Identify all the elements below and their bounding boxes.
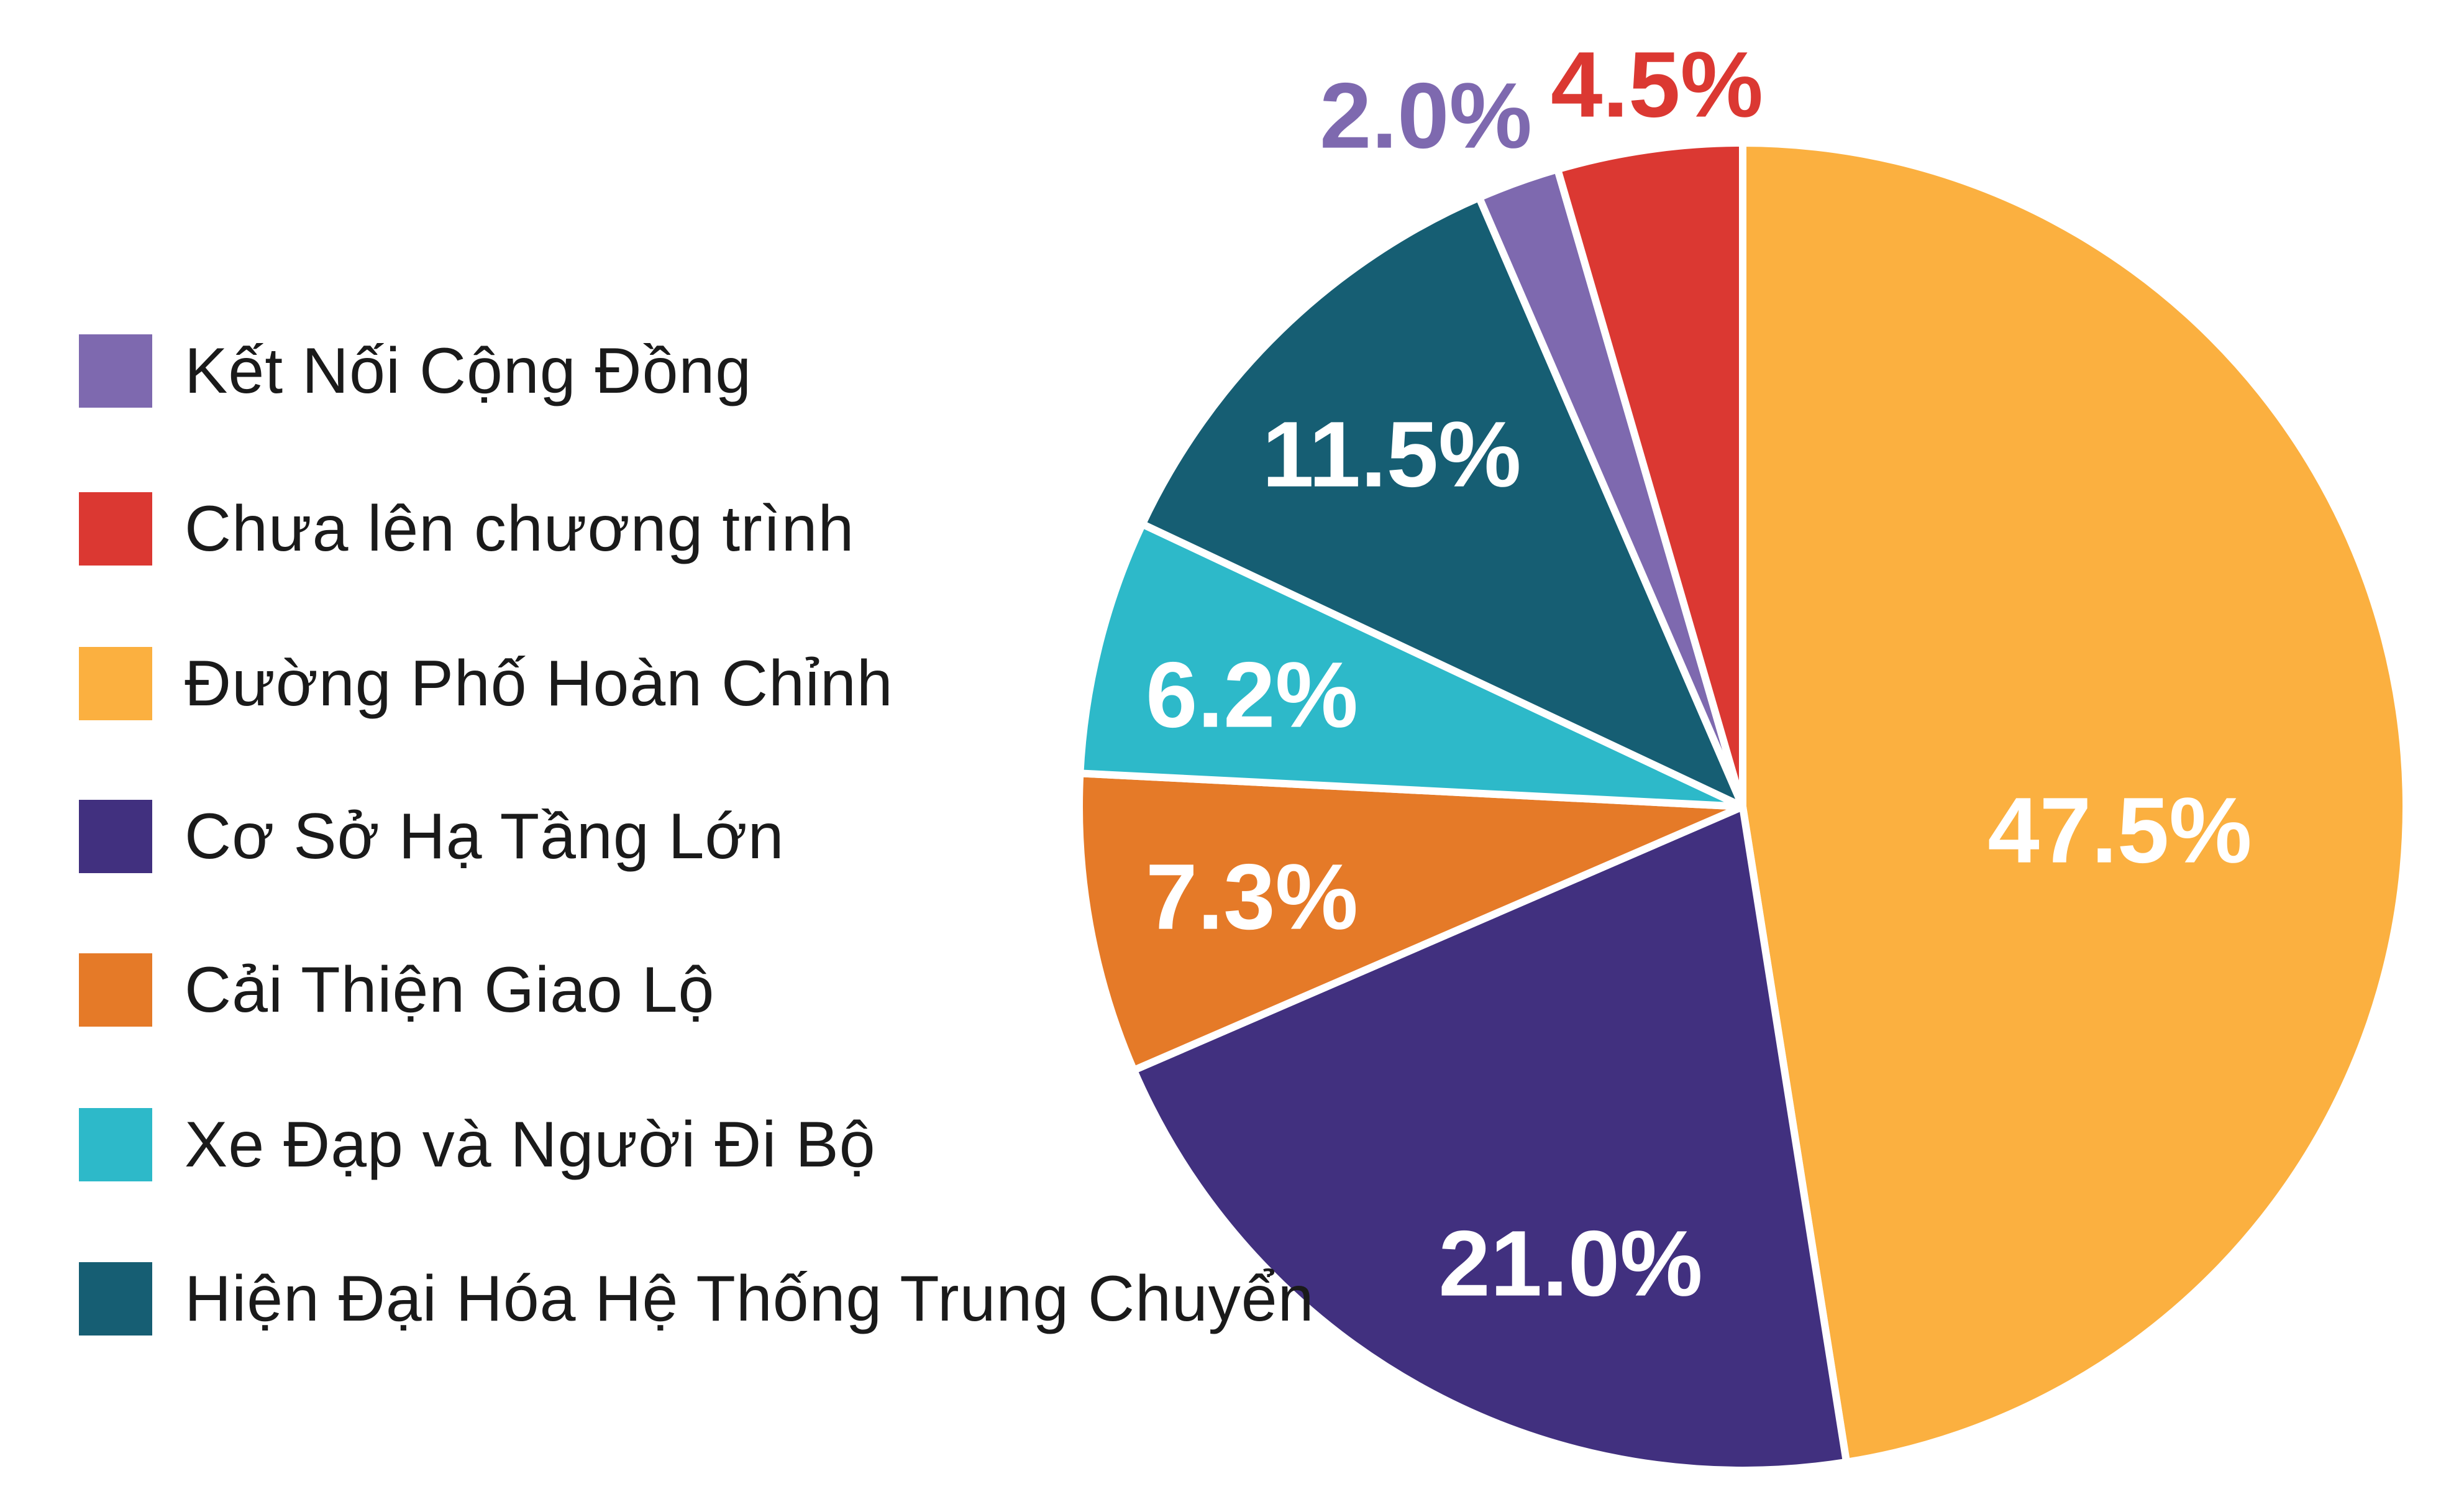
legend-label: Kết Nối Cộng Đồng (185, 334, 752, 407)
pie-slice (1554, 139, 1746, 810)
pie-slice (1739, 139, 2410, 1466)
legend-swatch (79, 953, 152, 1027)
slice-data-label: 11.5% (1262, 402, 1521, 506)
legend-label: Đường Phố Hoàn Chỉnh (185, 647, 893, 720)
legend-label: Chưa lên chương trình (185, 492, 855, 565)
slice-data-label: 47.5% (1987, 778, 2252, 882)
pie-slice (1138, 193, 1746, 810)
slice-data-label: 4.5% (1551, 32, 1763, 137)
slice-data-label: 7.3% (1146, 845, 1358, 949)
legend-swatch (79, 1262, 152, 1336)
slice-data-label: 2.0% (1320, 63, 1532, 168)
legend-label: Xe Đạp và Người Đi Bộ (185, 1108, 876, 1181)
legend-item: Kết Nối Cộng Đồng (79, 334, 752, 408)
pie-slice (1129, 803, 1851, 1474)
legend-label: Cải Thiện Giao Lộ (185, 953, 715, 1026)
legend-swatch (79, 647, 152, 720)
legend-swatch (79, 492, 152, 566)
slice-data-label: 6.2% (1146, 643, 1358, 747)
slice-data-label: 21.0% (1438, 1211, 1702, 1316)
legend-item: Hiện Đại Hóa Hệ Thống Trung Chuyển (79, 1262, 1314, 1336)
legend-item: Đường Phố Hoàn Chỉnh (79, 646, 893, 721)
legend-swatch (79, 1108, 152, 1181)
legend-swatch (79, 800, 152, 873)
legend-item: Chưa lên chương trình (79, 492, 854, 566)
pie-slice (1076, 520, 1746, 810)
legend-item: Cải Thiện Giao Lộ (79, 953, 714, 1027)
legend-label: Cơ Sở Hạ Tầng Lớn (185, 800, 785, 873)
legend-label: Hiện Đại Hóa Hệ Thống Trung Chuyển (185, 1262, 1315, 1335)
legend-item: Xe Đạp và Người Đi Bộ (79, 1107, 876, 1182)
legend-swatch (79, 334, 152, 408)
legend-item: Cơ Sở Hạ Tầng Lớn (79, 799, 784, 874)
pie-slice (1075, 769, 1746, 1074)
